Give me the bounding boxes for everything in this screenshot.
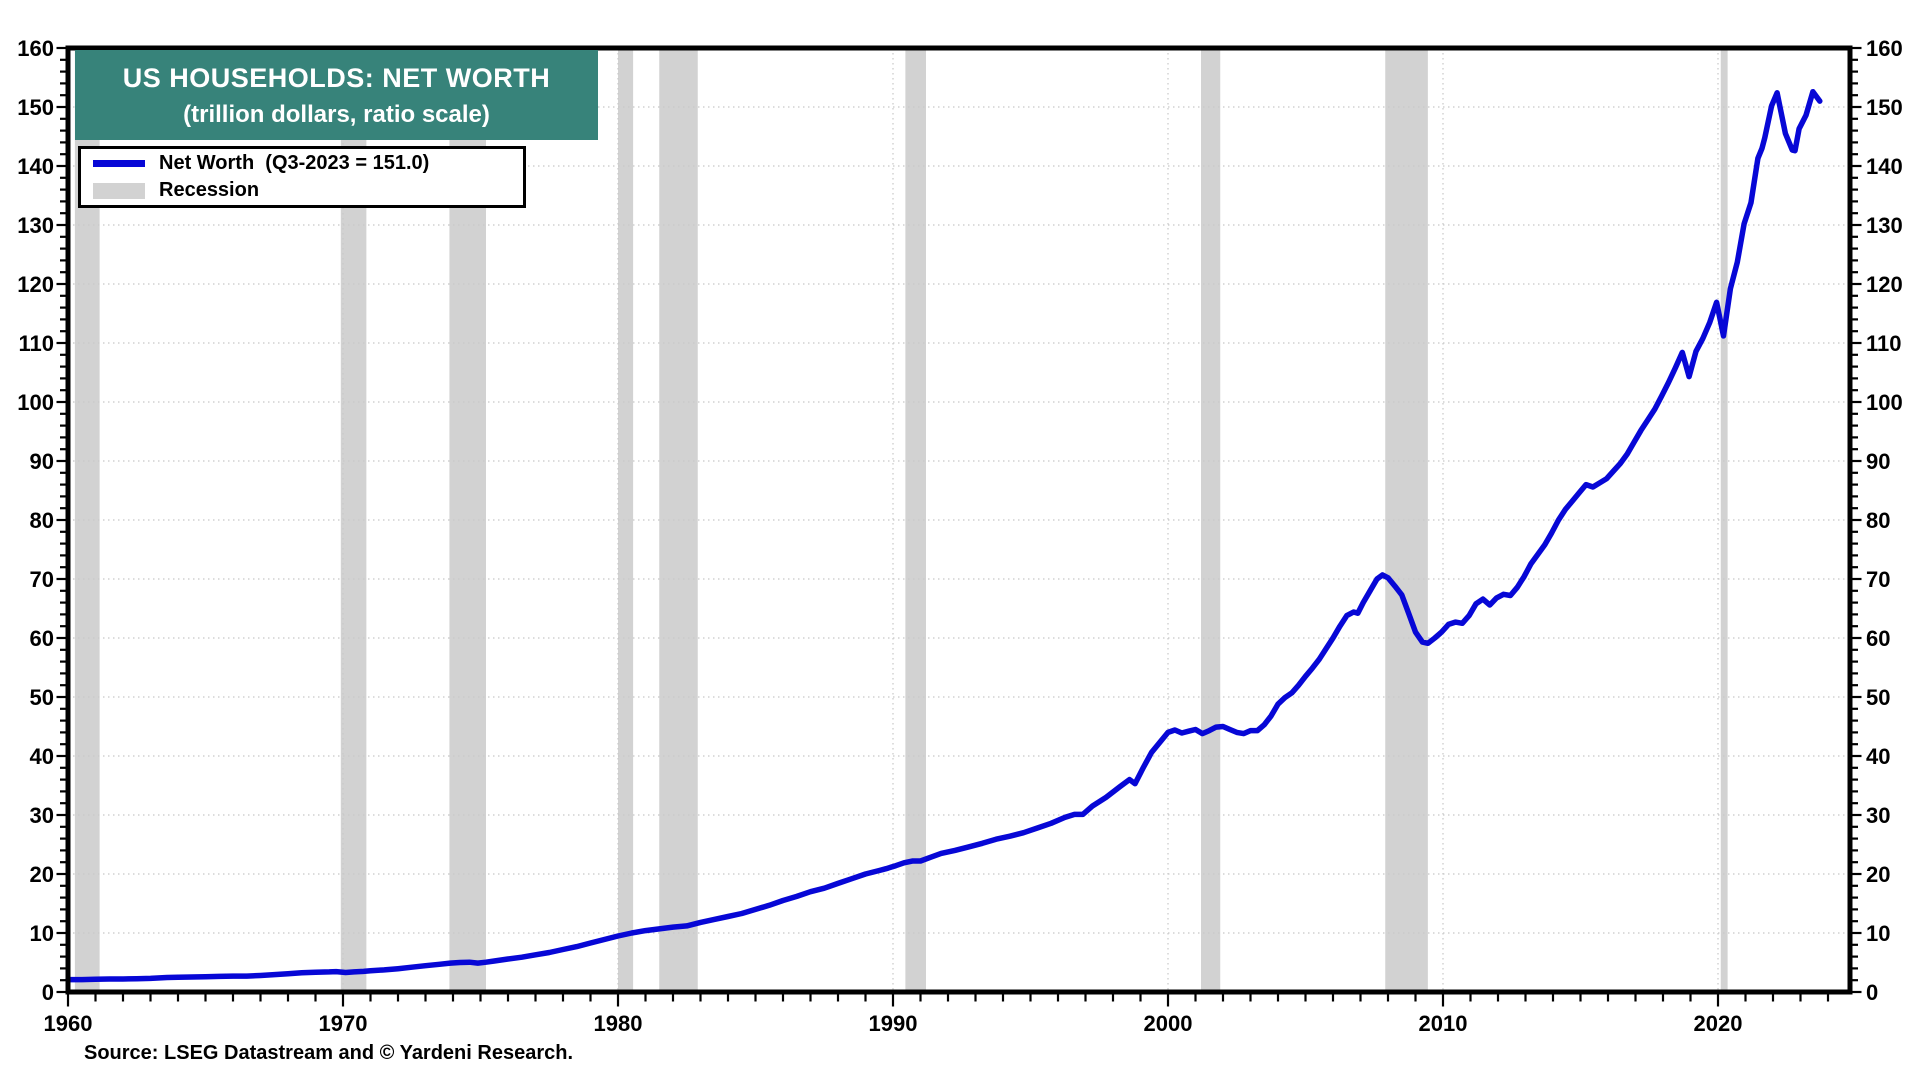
chart-title: US HOUSEHOLDS: NET WORTH	[122, 63, 551, 93]
recession-legend-label: Recession	[159, 179, 260, 201]
y-axis-label-left: 30	[30, 803, 54, 828]
y-axis-label-left: 110	[19, 331, 55, 356]
y-axis-label-left: 140	[17, 154, 54, 179]
legend-row-recession: Recession	[81, 178, 523, 203]
y-axis-label-right: 30	[1866, 803, 1890, 828]
y-axis-label-right: 40	[1866, 744, 1890, 769]
y-axis-label-right: 90	[1866, 449, 1890, 474]
x-axis-label: 1990	[869, 1011, 918, 1036]
net-worth-line	[65, 88, 1823, 983]
recession-band	[1385, 48, 1428, 992]
net-worth-line-swatch	[93, 160, 145, 167]
y-axis-label-left: 130	[17, 213, 54, 238]
y-axis-label-right: 140	[1866, 154, 1903, 179]
y-axis-label-left: 40	[30, 744, 54, 769]
y-axis-label-right: 10	[1866, 921, 1890, 946]
y-axis-label-left: 150	[17, 95, 54, 120]
y-axis-label-left: 20	[30, 862, 54, 887]
y-axis-label-left: 80	[30, 508, 54, 533]
recession-band	[905, 48, 926, 992]
y-axis-label-right: 120	[1866, 272, 1903, 297]
x-axis-label: 1980	[594, 1011, 643, 1036]
plot-border	[65, 45, 1853, 995]
y-axis-label-right: 50	[1866, 685, 1890, 710]
y-axis-label-left: 60	[30, 626, 54, 651]
y-axis-label-right: 110	[1866, 331, 1902, 356]
y-axis-label-left: 0	[42, 980, 54, 1005]
source-attribution: Source: LSEG Datastream and © Yardeni Re…	[84, 1042, 574, 1064]
y-axis-label-right: 130	[1866, 213, 1903, 238]
chart-title-box: US HOUSEHOLDS: NET WORTH (trillion dolla…	[75, 50, 598, 140]
recession-swatch	[93, 182, 145, 199]
net-worth-legend-label: Net Worth (Q3-2023 = 151.0)	[159, 152, 430, 174]
y-axis-label-left: 50	[30, 685, 54, 710]
y-axis-label-right: 150	[1866, 95, 1903, 120]
y-axis-label-left: 100	[17, 390, 54, 415]
legend: Net Worth (Q3-2023 = 151.0) Recession	[78, 146, 526, 208]
y-axis-label-left: 120	[17, 272, 54, 297]
x-axis-label: 2000	[1144, 1011, 1193, 1036]
y-axis-label-right: 160	[1866, 36, 1903, 61]
y-axis-label-right: 20	[1866, 862, 1890, 887]
y-axis-label-left: 70	[30, 567, 54, 592]
x-axis-label: 1960	[44, 1011, 93, 1036]
y-axis-label-right: 0	[1866, 980, 1878, 1005]
y-axis-label-right: 80	[1866, 508, 1890, 533]
y-axis-label-left: 160	[17, 36, 54, 61]
y-axis-label-left: 90	[30, 449, 54, 474]
recession-band	[1201, 48, 1221, 992]
recession-band	[618, 48, 634, 992]
y-axis-label-right: 70	[1866, 567, 1890, 592]
y-axis-label-left: 10	[30, 921, 54, 946]
x-axis-label: 2020	[1694, 1011, 1743, 1036]
y-axis-label-right: 60	[1866, 626, 1890, 651]
x-axis-label: 2010	[1419, 1011, 1468, 1036]
y-axis-label-right: 100	[1866, 390, 1903, 415]
chart-subtitle: (trillion dollars, ratio scale)	[183, 101, 490, 128]
legend-row-net-worth: Net Worth (Q3-2023 = 151.0)	[81, 151, 523, 176]
x-axis-label: 1970	[319, 1011, 368, 1036]
